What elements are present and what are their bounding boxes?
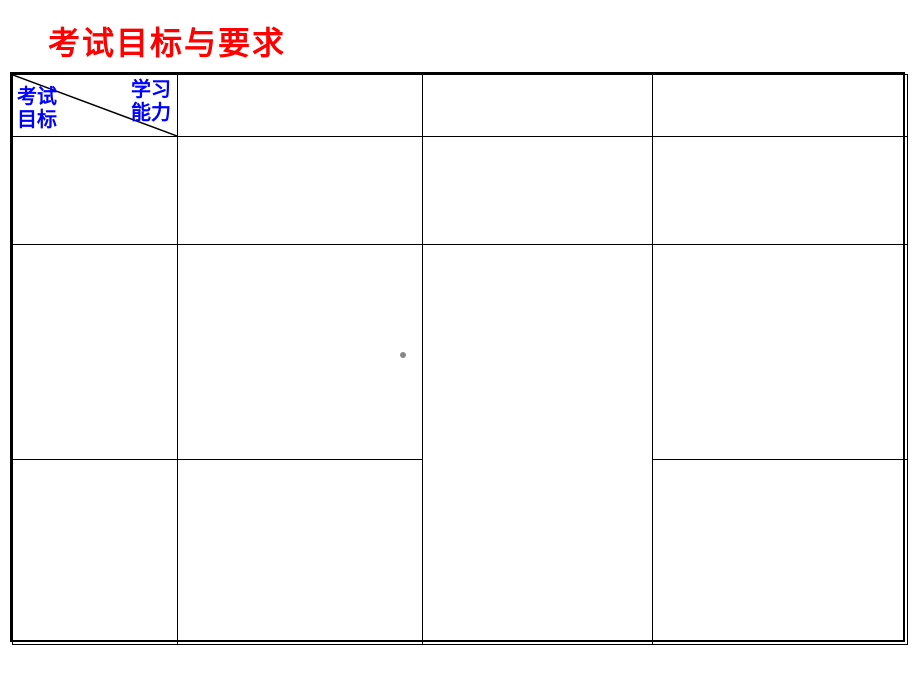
table-cell bbox=[178, 460, 423, 645]
table-cell bbox=[13, 460, 178, 645]
table-cell bbox=[178, 75, 423, 137]
table-cell bbox=[653, 460, 908, 645]
table-cell bbox=[653, 137, 908, 245]
page-title: 考试目标与要求 bbox=[48, 18, 286, 64]
diag-bottom-line1: 考试 bbox=[17, 86, 57, 108]
diag-bottom-label: 考试 目标 bbox=[17, 86, 57, 132]
table-cell bbox=[178, 137, 423, 245]
center-dot-icon bbox=[400, 352, 406, 358]
table-cell bbox=[423, 137, 653, 245]
diag-bottom-line2: 目标 bbox=[17, 109, 57, 131]
table: 学习 能力 考试 目标 bbox=[12, 74, 908, 645]
table-cell-merged bbox=[423, 245, 653, 645]
table-row: 学习 能力 考试 目标 bbox=[13, 75, 908, 137]
table-cell bbox=[653, 75, 908, 137]
diagonal-header-cell: 学习 能力 考试 目标 bbox=[13, 75, 178, 137]
diag-top-label: 学习 能力 bbox=[131, 79, 171, 125]
table-cell bbox=[653, 245, 908, 460]
table-row bbox=[13, 245, 908, 460]
requirements-table: 学习 能力 考试 目标 bbox=[10, 72, 905, 642]
diag-top-line1: 学习 bbox=[131, 79, 171, 101]
diag-top-line2: 能力 bbox=[131, 102, 171, 124]
table-row bbox=[13, 137, 908, 245]
table-cell bbox=[13, 245, 178, 460]
table-cell bbox=[423, 75, 653, 137]
table-cell bbox=[178, 245, 423, 460]
table-cell bbox=[13, 137, 178, 245]
